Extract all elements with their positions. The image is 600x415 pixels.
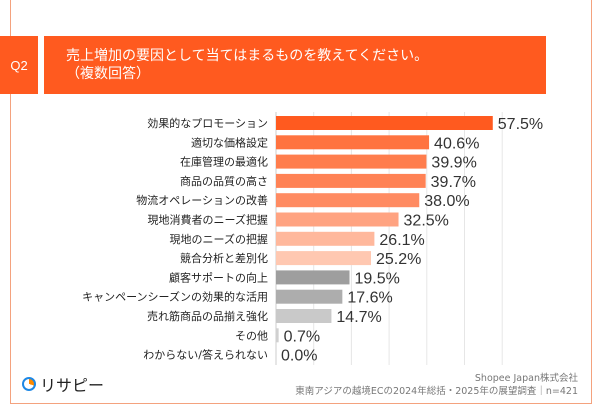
logo-text: リサピー — [40, 376, 105, 395]
bar — [276, 173, 426, 188]
pin-icon — [22, 377, 36, 391]
logo: リサピー — [22, 372, 104, 396]
value-label: 17.6% — [347, 290, 392, 307]
category-label: その他 — [235, 329, 268, 342]
value-label: 26.1% — [379, 232, 424, 249]
bar — [276, 116, 493, 130]
bar — [276, 154, 427, 169]
survey-name: 東南アジアの越境ECの2024年総括・2025年の展望調査｜n=421 — [295, 386, 578, 397]
category-label: わからない/答えられない — [143, 348, 268, 362]
value-label: 39.9% — [431, 155, 476, 172]
bar — [276, 270, 350, 285]
value-label: 39.7% — [431, 174, 476, 191]
question-number: Q2 — [0, 36, 38, 94]
category-label: キャンペーンシーズンの効果的な活用 — [82, 290, 268, 304]
category-label: 現地のニーズの把握 — [170, 232, 268, 246]
bar — [276, 328, 279, 343]
value-label: 32.5% — [404, 213, 449, 230]
value-label: 0.7% — [284, 328, 320, 345]
category-label: 現地消費者のニーズ把握 — [148, 213, 268, 227]
value-label: 19.5% — [355, 270, 400, 287]
bar — [276, 231, 375, 246]
value-label: 38.0% — [424, 193, 469, 210]
category-label: 適切な価格設定 — [191, 135, 268, 149]
source: Shopee Japan株式会社 東南アジアの越境ECの2024年総括・2025… — [295, 372, 578, 398]
bar — [276, 135, 430, 150]
bar — [276, 309, 332, 323]
category-label: 在庫管理の最適化 — [180, 155, 268, 169]
value-label: 40.6% — [434, 135, 479, 152]
bar — [276, 193, 420, 208]
category-label: 顧客サポートの向上 — [169, 270, 268, 284]
value-label: 57.5% — [498, 116, 543, 133]
bar — [276, 212, 399, 227]
value-label: 0.0% — [281, 348, 317, 365]
category-label: 物流オペレーションの改善 — [136, 193, 268, 207]
value-label: 14.7% — [336, 309, 381, 326]
category-label: 売れ筋商品の品揃え強化 — [147, 309, 268, 323]
question-note: （複数回答） — [66, 66, 150, 82]
question-text: 売上増加の要因として当てはまるものを教えてください。 — [66, 48, 429, 64]
value-label: 25.2% — [376, 251, 421, 268]
frame — [10, 0, 592, 404]
company: Shopee Japan株式会社 — [474, 373, 578, 384]
category-label: 効果的なプロモーション — [147, 116, 268, 130]
bar — [276, 289, 343, 304]
category-label: 商品の品質の高さ — [180, 174, 268, 188]
category-label: 競合分析と差別化 — [180, 251, 268, 265]
question-title: 売上増加の要因として当てはまるものを教えてください。 （複数回答） — [44, 36, 546, 94]
bar — [276, 251, 372, 266]
